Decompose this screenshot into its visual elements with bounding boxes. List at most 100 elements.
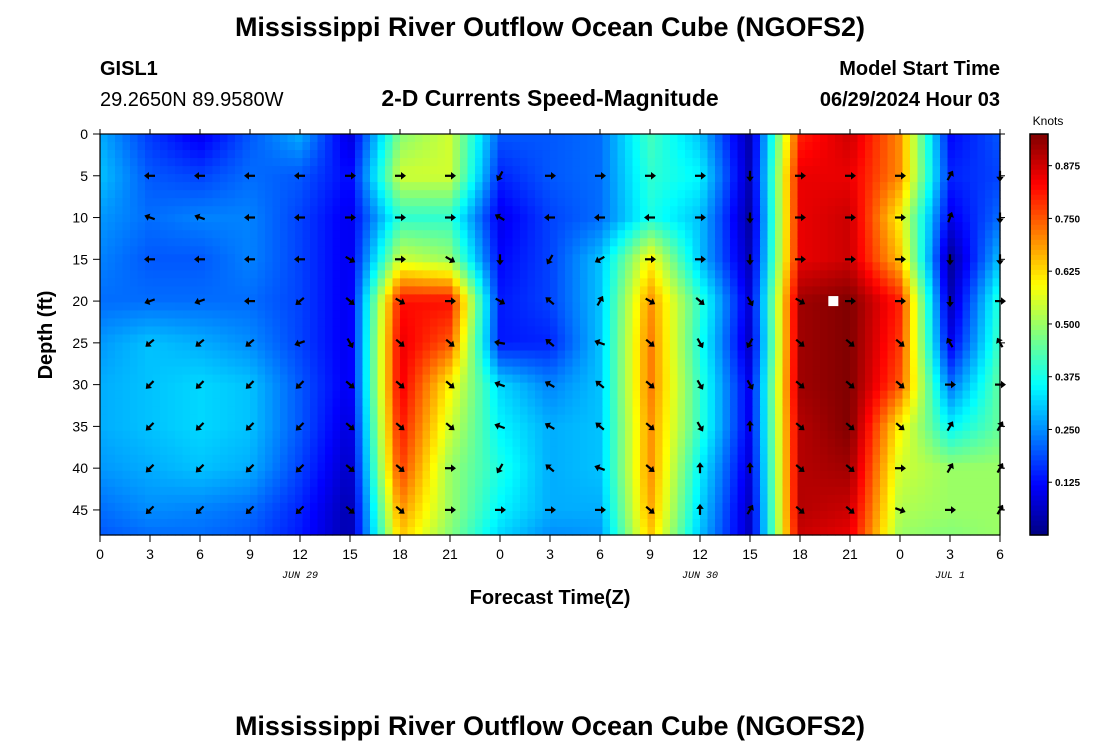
- heatmap-cell: [520, 150, 529, 159]
- heatmap-cell: [475, 454, 484, 464]
- heatmap-cell: [220, 390, 229, 400]
- heatmap-cell: [445, 270, 454, 279]
- heatmap-cell: [962, 270, 971, 279]
- heatmap-cell: [385, 174, 394, 183]
- heatmap-cell: [377, 150, 386, 159]
- heatmap-cell: [790, 398, 799, 408]
- heatmap-cell: [385, 302, 394, 312]
- heatmap-cell: [685, 190, 694, 199]
- heatmap-cell: [572, 222, 581, 231]
- heatmap-cell: [752, 350, 761, 360]
- heatmap-cell: [655, 374, 664, 384]
- heatmap-cell: [715, 422, 724, 432]
- heatmap-cell: [992, 190, 1001, 199]
- heatmap-cell: [790, 310, 799, 320]
- heatmap-cell: [332, 222, 341, 231]
- heatmap-cell: [872, 246, 881, 255]
- heatmap-cell: [550, 326, 559, 336]
- heatmap-cell: [137, 206, 146, 215]
- heatmap-cell: [302, 278, 311, 287]
- heatmap-cell: [460, 198, 469, 207]
- heatmap-cell: [160, 294, 169, 304]
- heatmap-cell: [827, 262, 836, 271]
- heatmap-cell: [715, 294, 724, 304]
- heatmap-cell: [797, 366, 806, 376]
- heatmap-cell: [130, 438, 139, 448]
- heatmap-cell: [910, 350, 919, 360]
- heatmap-cell: [820, 166, 829, 175]
- heatmap-cell: [887, 350, 896, 360]
- heatmap-cell: [572, 438, 581, 448]
- heatmap-cell: [992, 310, 1001, 320]
- heatmap-cell: [760, 326, 769, 336]
- heatmap-cell: [842, 390, 851, 400]
- heatmap-cell: [542, 302, 551, 312]
- heatmap-cell: [130, 294, 139, 304]
- heatmap-cell: [625, 422, 634, 432]
- heatmap-cell: [812, 238, 821, 247]
- heatmap-cell: [212, 190, 221, 199]
- heatmap-cell: [227, 406, 236, 416]
- heatmap-cell: [857, 270, 866, 279]
- heatmap-cell: [310, 174, 319, 183]
- heatmap-cell: [865, 278, 874, 287]
- heatmap-cell: [520, 414, 529, 424]
- heatmap-cell: [265, 422, 274, 432]
- heatmap-cell: [527, 150, 536, 159]
- heatmap-cell: [137, 422, 146, 432]
- heatmap-cell: [107, 382, 116, 392]
- heatmap-cell: [940, 318, 949, 328]
- heatmap-cell: [850, 230, 859, 239]
- heatmap-cell: [557, 374, 566, 384]
- heatmap-cell: [752, 286, 761, 295]
- heatmap-cell: [415, 150, 424, 159]
- heatmap-cell: [287, 310, 296, 320]
- heatmap-cell: [302, 422, 311, 432]
- heatmap-cell: [362, 406, 371, 416]
- heatmap-cell: [445, 382, 454, 392]
- heatmap-cell: [445, 230, 454, 239]
- heatmap-cell: [355, 390, 364, 400]
- heatmap-cell: [932, 166, 941, 175]
- heatmap-cell: [107, 270, 116, 279]
- heatmap-cell: [175, 238, 184, 247]
- heatmap-cell: [880, 222, 889, 231]
- heatmap-cell: [182, 430, 191, 440]
- heatmap-cell: [467, 382, 476, 392]
- heatmap-cell: [182, 454, 191, 464]
- heatmap-cell: [130, 430, 139, 440]
- heatmap-cell: [385, 142, 394, 151]
- heatmap-cell: [977, 438, 986, 448]
- heatmap-cell: [985, 158, 994, 167]
- heatmap-cell: [377, 382, 386, 392]
- heatmap-cell: [340, 134, 349, 143]
- heatmap-cell: [775, 222, 784, 231]
- heatmap-cell: [692, 166, 701, 175]
- heatmap-cell: [257, 454, 266, 464]
- heatmap-cell: [287, 366, 296, 376]
- heatmap-cell: [557, 302, 566, 312]
- heatmap-cell: [190, 294, 199, 304]
- heatmap-cell: [257, 302, 266, 312]
- heatmap-cell: [970, 406, 979, 416]
- heatmap-cell: [295, 310, 304, 320]
- heatmap-cell: [377, 310, 386, 320]
- heatmap-cell: [932, 350, 941, 360]
- heatmap-cell: [152, 430, 161, 440]
- heatmap-cell: [910, 302, 919, 312]
- heatmap-cell: [295, 230, 304, 239]
- heatmap-cell: [992, 430, 1001, 440]
- heatmap-cell: [505, 222, 514, 231]
- heatmap-cell: [880, 366, 889, 376]
- heatmap-cell: [542, 278, 551, 287]
- heatmap-cell: [227, 262, 236, 271]
- heatmap-cell: [295, 438, 304, 448]
- heatmap-cell: [902, 406, 911, 416]
- heatmap-cell: [257, 134, 266, 143]
- heatmap-cell: [557, 366, 566, 376]
- heatmap-cell: [340, 318, 349, 328]
- heatmap-cell: [610, 262, 619, 271]
- heatmap-cell: [100, 254, 109, 263]
- heatmap-cell: [617, 318, 626, 328]
- heatmap-cell: [257, 294, 266, 304]
